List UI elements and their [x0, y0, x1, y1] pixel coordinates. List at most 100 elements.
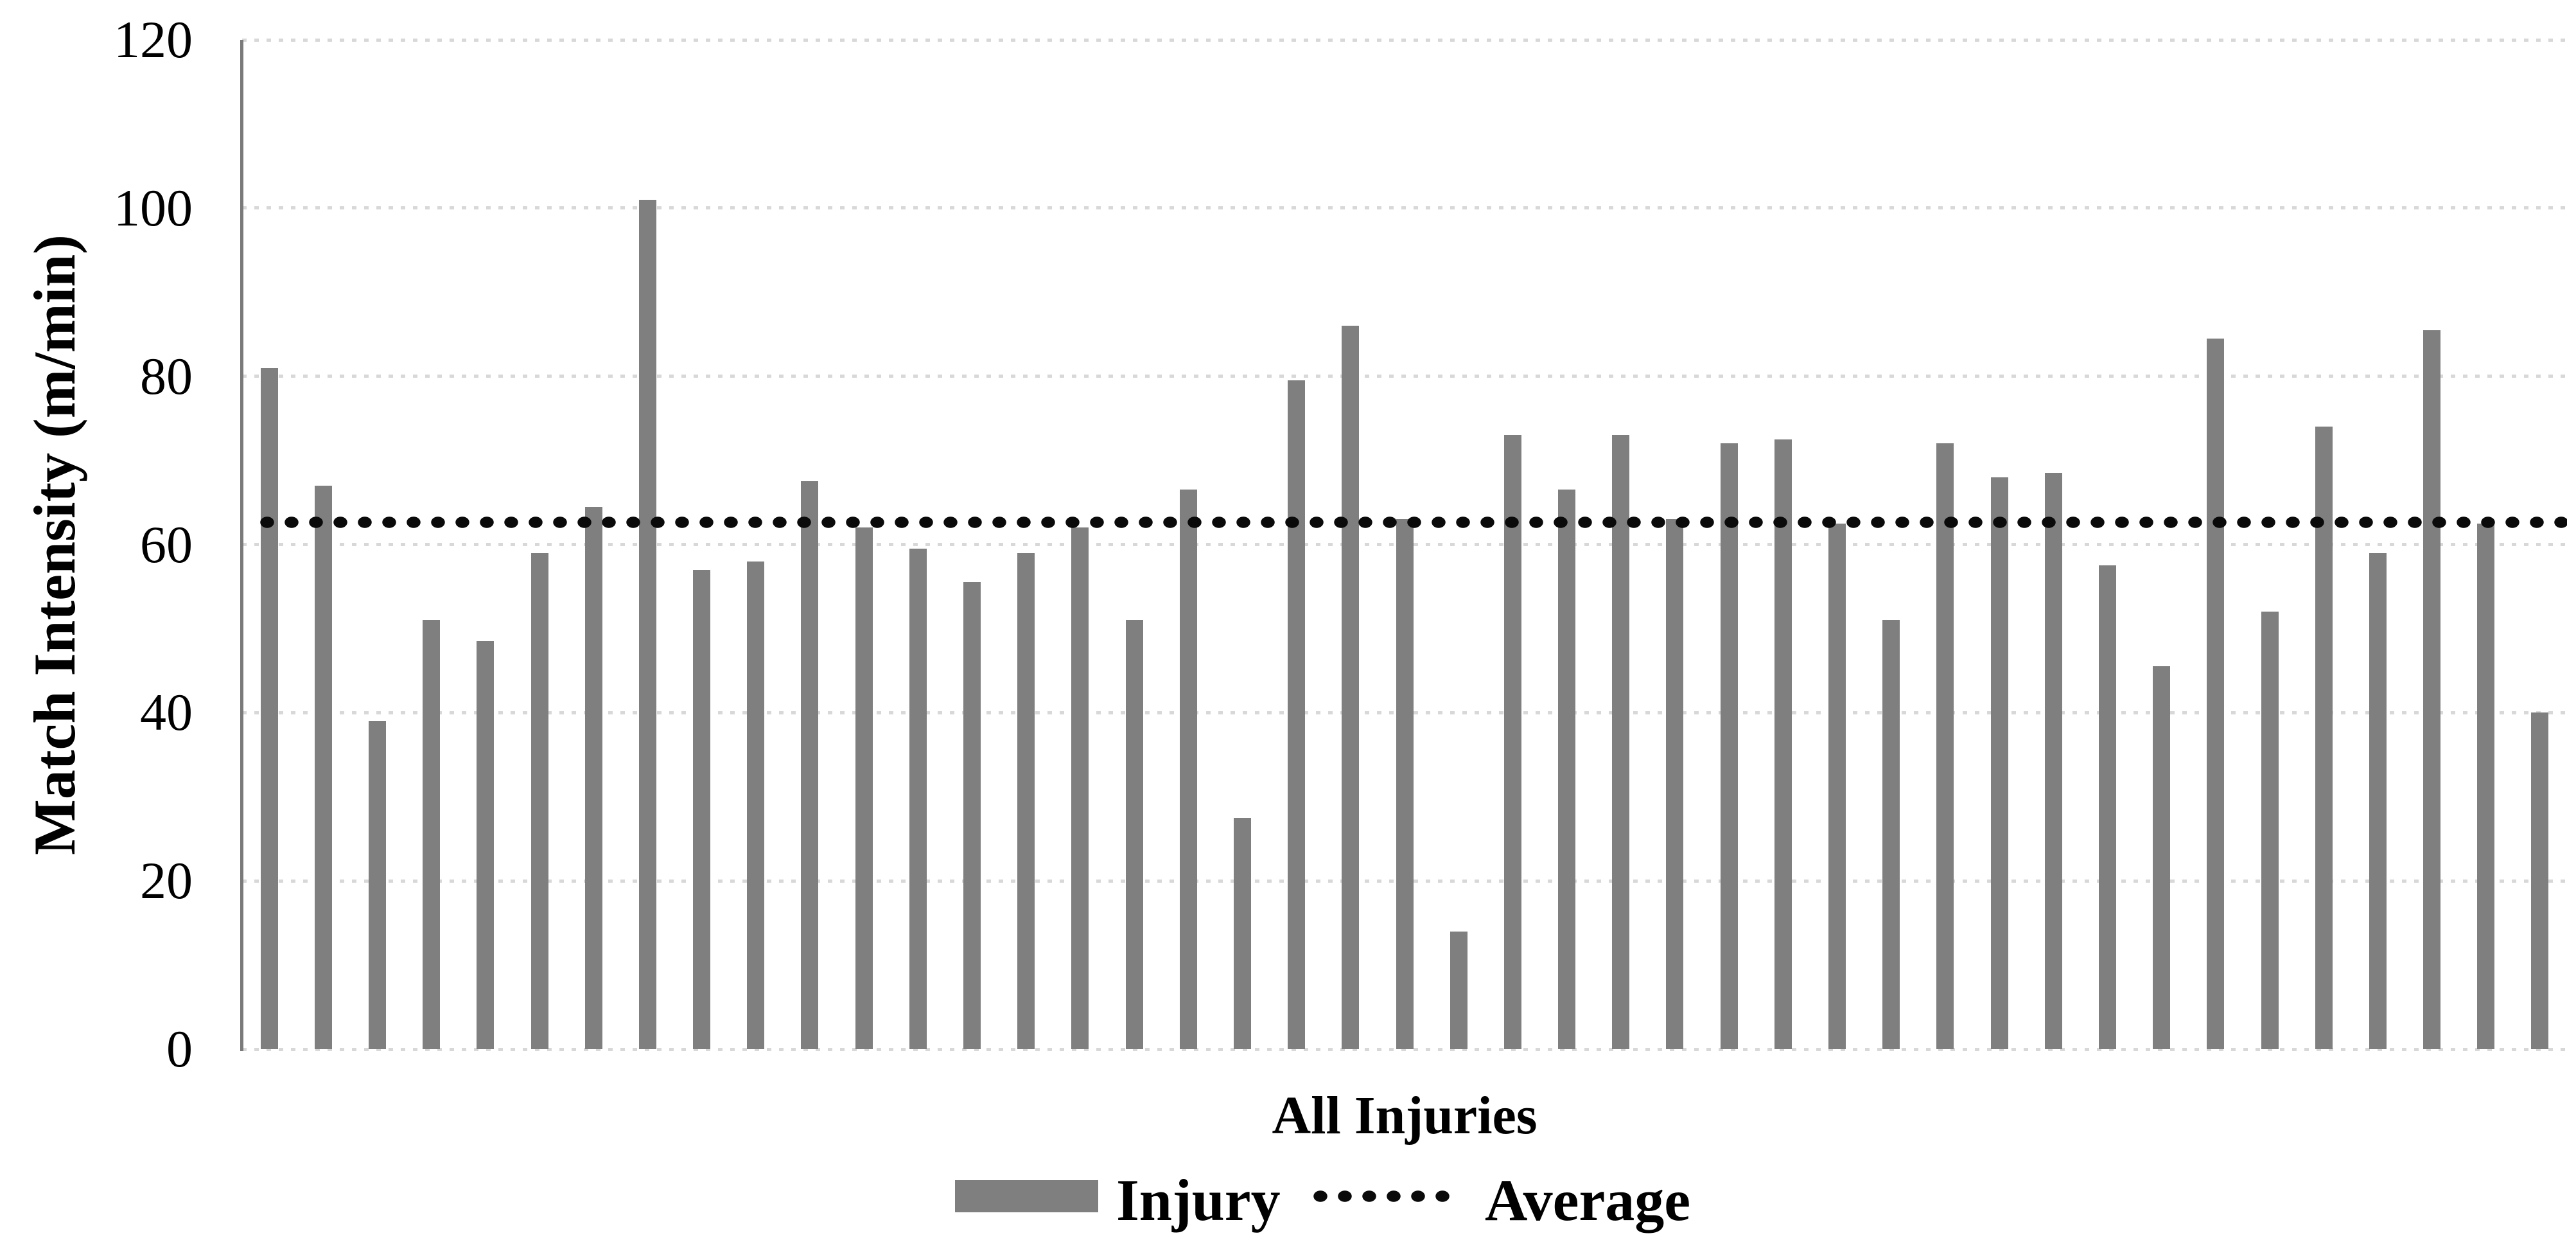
- injury-bar: [2207, 338, 2225, 1049]
- injury-bar: [584, 506, 602, 1049]
- injury-bar: [477, 641, 495, 1049]
- bar-slot: [1432, 40, 1485, 1049]
- y-axis-line: [240, 40, 243, 1051]
- bar-slot: [945, 40, 999, 1049]
- y-tick-label-40: 40: [140, 683, 193, 742]
- injury-bar: [1666, 519, 1684, 1049]
- bar-slot: [1756, 40, 1810, 1049]
- bar-slot: [2243, 40, 2297, 1049]
- injury-bar: [530, 553, 548, 1049]
- bar-series-injury: [242, 40, 2567, 1049]
- bar-slot: [242, 40, 296, 1049]
- bar-slot: [1378, 40, 1432, 1049]
- bar-slot: [1324, 40, 1378, 1049]
- bar-slot: [2513, 40, 2567, 1049]
- gridline-100: [242, 206, 2567, 210]
- injury-bar: [314, 485, 332, 1049]
- injury-bar: [1071, 527, 1089, 1049]
- y-tick-label-80: 80: [140, 346, 193, 405]
- injury-bar: [1233, 817, 1251, 1049]
- bar-slot: [2189, 40, 2243, 1049]
- injury-bar: [1396, 519, 1414, 1049]
- injury-bar: [638, 199, 656, 1049]
- legend-average-dotted-swatch: [1313, 1190, 1460, 1202]
- bar-slot: [675, 40, 729, 1049]
- bar-slot: [1485, 40, 1539, 1049]
- bar-slot: [1270, 40, 1324, 1049]
- legend-injury-label: Injury: [1116, 1167, 1281, 1233]
- injury-bar: [1774, 439, 1792, 1049]
- injury-bar: [1936, 443, 1954, 1049]
- injury-bar: [2477, 523, 2495, 1049]
- bar-slot: [566, 40, 620, 1049]
- injury-bar: [1612, 435, 1630, 1049]
- gridline-120: [242, 38, 2567, 42]
- bar-slot: [2135, 40, 2189, 1049]
- injury-bar: [1450, 931, 1468, 1049]
- bar-slot: [999, 40, 1053, 1049]
- bar-slot: [1702, 40, 1756, 1049]
- bar-slot: [729, 40, 783, 1049]
- bar-slot: [1215, 40, 1269, 1049]
- injury-bar: [423, 620, 441, 1049]
- bar-slot: [405, 40, 459, 1049]
- bar-slot: [2405, 40, 2459, 1049]
- bar-slot: [1053, 40, 1107, 1049]
- bar-slot: [1161, 40, 1215, 1049]
- injury-bar: [2044, 473, 2062, 1049]
- bar-slot: [1864, 40, 1918, 1049]
- gridline-0: [242, 1047, 2567, 1051]
- bar-slot: [350, 40, 404, 1049]
- injury-bar: [801, 481, 819, 1049]
- injury-bar: [1179, 490, 1197, 1049]
- bar-slot: [891, 40, 945, 1049]
- bar-slot: [459, 40, 513, 1049]
- injury-bar: [1503, 435, 1521, 1049]
- bar-slot: [1810, 40, 1864, 1049]
- bar-slot: [296, 40, 350, 1049]
- injury-bar: [368, 721, 386, 1049]
- bar-slot: [513, 40, 566, 1049]
- y-tick-label-100: 100: [114, 178, 193, 237]
- injury-bar: [1017, 553, 1035, 1049]
- bar-slot: [783, 40, 837, 1049]
- injury-bar: [2153, 666, 2171, 1049]
- injury-bar: [2423, 330, 2441, 1049]
- injury-bar: [1125, 620, 1143, 1049]
- legend-injury-swatch: [955, 1180, 1098, 1212]
- bar-slot: [1918, 40, 1972, 1049]
- injury-bar: [1558, 490, 1576, 1049]
- injury-bar: [1990, 477, 2008, 1049]
- gridline-80: [242, 375, 2567, 378]
- y-tick-label-20: 20: [140, 851, 193, 910]
- injury-bar: [2531, 712, 2549, 1049]
- bar-slot: [2297, 40, 2351, 1049]
- injury-bar: [1720, 443, 1738, 1049]
- bar-slot: [2459, 40, 2513, 1049]
- y-tick-label-120: 120: [114, 10, 193, 69]
- injury-bar: [963, 582, 981, 1049]
- y-tick-label-0: 0: [166, 1020, 193, 1078]
- average-dotted-line: [260, 517, 2567, 529]
- plot-area: [240, 38, 2567, 1051]
- x-axis-title: All Injuries: [1272, 1086, 1538, 1145]
- injury-bar: [909, 549, 927, 1049]
- bar-slot: [1972, 40, 2026, 1049]
- bar-slot: [2351, 40, 2405, 1049]
- injury-bar: [1882, 620, 1900, 1049]
- injury-bar: [855, 527, 873, 1049]
- injury-bar: [2261, 612, 2279, 1049]
- injury-bar: [693, 569, 711, 1049]
- bar-slot: [837, 40, 891, 1049]
- bar-slot: [620, 40, 674, 1049]
- injury-bar: [2369, 553, 2387, 1049]
- injury-bar: [2098, 565, 2116, 1049]
- bar-slot: [2080, 40, 2134, 1049]
- bar-slot: [1648, 40, 1702, 1049]
- injury-bar: [2315, 427, 2333, 1049]
- injury-bar: [1828, 523, 1846, 1049]
- injury-bar: [1288, 380, 1306, 1049]
- bar-slot: [1594, 40, 1648, 1049]
- injury-bar: [1342, 326, 1360, 1049]
